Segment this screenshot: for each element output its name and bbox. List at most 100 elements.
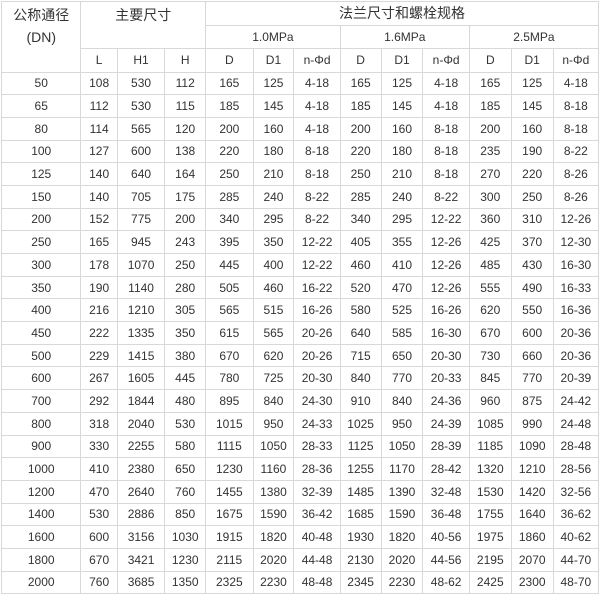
table-row: 200 152 775 200 340 295 8-22 340 295 12-22 360 310 1… [0, 207, 600, 232]
table-cell: 4-18 [293, 94, 341, 118]
table-cell: 1335 [116, 321, 166, 345]
table-cell: 270 [468, 162, 512, 186]
table-row: 500 229 1415 380 670 620 20-26 715 650 20-30 730 66… [0, 343, 600, 368]
table-cell: 145 [252, 94, 295, 118]
table-cell: 120 [164, 116, 207, 141]
table-cell: 8-26 [552, 162, 600, 186]
table-cell: 16-26 [422, 298, 470, 323]
table-row: 250 165 945 243 395 350 12-22 405 355 12-26 425 370… [0, 230, 600, 254]
table-cell: 243 [164, 230, 207, 254]
table-cell: 480 [164, 389, 207, 413]
table-cell: 8-18 [552, 116, 600, 141]
table-cell: 410 [80, 457, 118, 481]
table-cell: 8-18 [422, 162, 470, 186]
table-cell: 210 [380, 162, 424, 186]
table-cell: 470 [80, 479, 118, 504]
table-cell: 12-26 [422, 275, 470, 300]
table-cell: 185 [468, 94, 512, 118]
table-cell: 180 [252, 139, 295, 164]
table-cell: 48-70 [552, 570, 600, 595]
table-row: 700 292 1844 480 895 840 24-30 910 840 24-36 960 87… [0, 389, 600, 413]
table-cell: 8-22 [422, 184, 470, 209]
table-row: 1800 670 3421 1230 2115 2020 44-48 2130 2020 44-5… [0, 547, 600, 572]
table-cell: 1860 [510, 525, 554, 549]
table-cell: 770 [380, 366, 424, 391]
table-cell: 1820 [252, 525, 295, 549]
table-row: 900 330 2255 580 1115 1050 28-33 1125 1050 28-39 1… [0, 434, 600, 459]
table-cell: 550 [510, 298, 554, 323]
table-cell: 1930 [339, 525, 382, 549]
column-header: n-Φd [422, 48, 470, 73]
table-cell: 200 [164, 207, 207, 232]
table-cell: 28-42 [422, 457, 470, 481]
table-cell: 2300 [510, 570, 554, 595]
table-cell: 24-42 [552, 389, 600, 413]
table-cell: 40-56 [422, 525, 470, 549]
table-row: 100 127 600 138 220 180 8-18 220 180 8-18 235 190 8-… [0, 139, 600, 164]
table-cell: 1160 [252, 457, 295, 481]
table-row: 1000 410 2380 650 1230 1160 28-36 1255 1170 28-42… [0, 457, 600, 481]
table-cell: 4-18 [293, 71, 341, 96]
table-cell: 164 [164, 162, 207, 186]
table-cell: 200 [205, 116, 254, 141]
table-cell: 585 [380, 321, 424, 345]
table-cell: 3685 [116, 570, 166, 595]
table-cell: 1085 [468, 411, 512, 436]
table-cell: 20-36 [552, 321, 600, 345]
table-cell: 220 [510, 162, 554, 186]
table-cell: 950 [380, 411, 424, 436]
table-cell: 910 [339, 389, 382, 413]
table-cell: 190 [80, 275, 118, 300]
table-cell: 1115 [205, 434, 254, 459]
table-cell: 355 [380, 230, 424, 254]
header-dn: 公称通径 (DN) [0, 1, 82, 73]
table-cell: 1210 [116, 298, 166, 323]
table-cell: 295 [252, 207, 295, 232]
table-cell: 220 [339, 139, 382, 164]
table-cell: 16-22 [293, 275, 341, 300]
table-cell: 760 [80, 570, 118, 595]
table-cell: 1820 [380, 525, 424, 549]
table-row: 125 140 640 164 250 210 8-18 250 210 8-18 270 220 8-… [0, 162, 600, 186]
column-header: L [80, 48, 118, 73]
table-cell: 216 [80, 298, 118, 323]
table-cell: 1210 [510, 457, 554, 481]
table-row: 450 222 1335 350 615 565 20-26 640 585 16-30 670 60… [0, 321, 600, 345]
dn-cell: 1400 [0, 502, 82, 527]
dn-cell: 1200 [0, 479, 82, 504]
table-cell: 108 [80, 71, 118, 96]
table-cell: 190 [510, 139, 554, 164]
table-cell: 2115 [205, 547, 254, 572]
table-cell: 425 [468, 230, 512, 254]
table-cell: 555 [468, 275, 512, 300]
table-cell: 445 [205, 253, 254, 277]
table-cell: 600 [510, 321, 554, 345]
column-header: H1 [116, 48, 166, 73]
table-cell: 945 [116, 230, 166, 254]
table-cell: 36-62 [552, 502, 600, 527]
table-cell: 16-30 [422, 321, 470, 345]
header-pressure: 2.5MPa [468, 24, 600, 49]
table-row: 65 112 530 115 185 145 4-18 185 145 4-18 185 145 8-1… [0, 94, 600, 118]
table-cell: 4-18 [422, 71, 470, 96]
table-cell: 32-39 [293, 479, 341, 504]
table-cell: 1090 [510, 434, 554, 459]
table-cell: 20-26 [293, 343, 341, 368]
table-cell: 715 [339, 343, 382, 368]
table-cell: 24-48 [552, 411, 600, 436]
table-cell: 145 [510, 94, 554, 118]
table-cell: 1605 [116, 366, 166, 391]
table-cell: 1640 [510, 502, 554, 527]
table-cell: 2640 [116, 479, 166, 504]
dn-cell: 700 [0, 389, 82, 413]
table-cell: 125 [252, 71, 295, 96]
table-cell: 895 [205, 389, 254, 413]
table-cell: 2195 [468, 547, 512, 572]
table-cell: 180 [380, 139, 424, 164]
table-cell: 1050 [252, 434, 295, 459]
table-cell: 28-33 [293, 434, 341, 459]
table-row: 1400 530 2886 850 1675 1590 36-42 1685 1590 36-48… [0, 502, 600, 527]
table-cell: 1185 [468, 434, 512, 459]
table-cell: 2130 [339, 547, 382, 572]
table-cell: 185 [205, 94, 254, 118]
